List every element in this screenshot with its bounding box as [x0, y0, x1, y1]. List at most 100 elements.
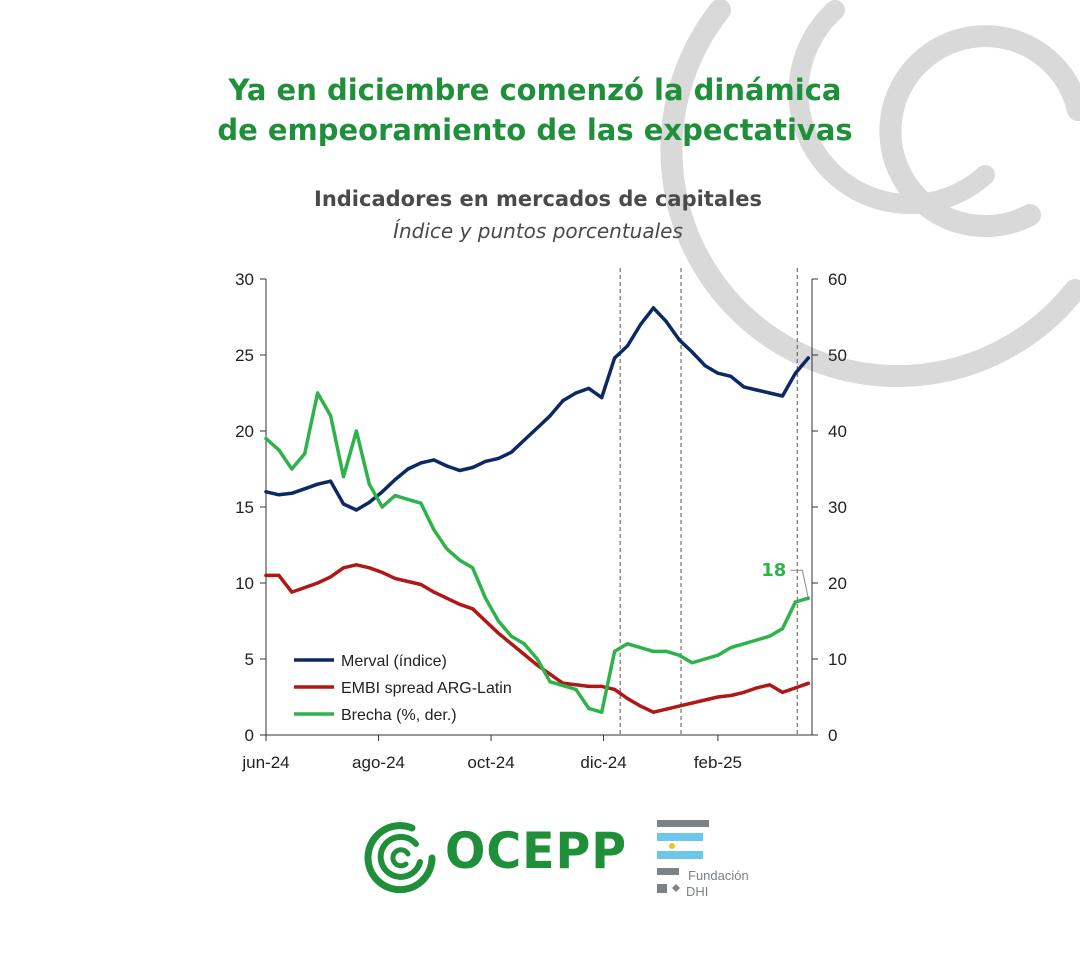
- y-tick-label-right: 50: [828, 346, 847, 365]
- data-point: [729, 646, 733, 650]
- chart-subtitle: Índice y puntos porcentuales: [393, 219, 683, 243]
- data-point: [432, 528, 436, 532]
- data-point: [690, 701, 694, 705]
- data-point: [406, 579, 410, 584]
- data-point: [806, 681, 810, 685]
- data-point: [264, 490, 268, 494]
- data-point: [496, 631, 500, 635]
- data-point: [445, 464, 449, 468]
- data-point: [509, 450, 513, 454]
- chart-title: Indicadores en mercados de capitales: [314, 187, 762, 211]
- data-point: [613, 687, 617, 692]
- data-point: [651, 710, 656, 714]
- data-point: [780, 690, 785, 695]
- data-point: [548, 672, 552, 676]
- y-tick-label-left: 10: [235, 574, 254, 593]
- data-point: [458, 468, 462, 473]
- data-point: [780, 394, 785, 398]
- data-point: [303, 452, 307, 456]
- series-line-left: [264, 306, 811, 512]
- data-point: [419, 461, 423, 465]
- data-point: [664, 649, 668, 654]
- data-point: [625, 696, 630, 701]
- data-point: [561, 684, 565, 688]
- y-tick-label-right: 30: [828, 498, 847, 517]
- x-tick-label: ago-24: [352, 753, 405, 772]
- data-point: [677, 704, 681, 708]
- data-point: [341, 475, 346, 479]
- data-point: [561, 399, 565, 403]
- data-point: [277, 493, 281, 497]
- x-tick-label: dic-24: [580, 753, 626, 772]
- data-point: [651, 306, 656, 310]
- data-point: [729, 374, 733, 378]
- data-point: [367, 482, 371, 486]
- data-point: [703, 698, 707, 702]
- x-tick-label: oct-24: [467, 753, 514, 772]
- data-point: [329, 414, 333, 418]
- headline-line-2: de empeoramiento de las expectativas: [217, 113, 853, 147]
- data-point: [638, 704, 643, 708]
- data-point: [768, 391, 772, 395]
- data-point: [303, 487, 307, 491]
- headline-line-1: Ya en diciembre comenzó la dinámica: [228, 73, 842, 107]
- data-point: [600, 396, 604, 400]
- data-point: [587, 706, 591, 711]
- data-point: [755, 638, 759, 642]
- data-point: [419, 582, 423, 587]
- data-point: [806, 356, 810, 360]
- y-tick-label-left: 0: [245, 726, 254, 745]
- data-point: [793, 371, 798, 375]
- data-point: [354, 508, 358, 512]
- annotation-label: 18: [761, 560, 786, 581]
- data-point: [406, 467, 410, 471]
- data-point: [432, 590, 436, 594]
- y-tick-label-left: 20: [235, 422, 254, 441]
- data-point: [341, 502, 346, 506]
- data-point: [522, 642, 526, 646]
- data-point: [277, 448, 281, 452]
- data-point: [432, 458, 436, 462]
- data-point: [587, 386, 591, 390]
- y-tick-label-right: 20: [828, 574, 847, 593]
- data-point: [316, 482, 320, 486]
- y-tick-label-left: 25: [235, 346, 254, 365]
- data-point: [677, 653, 681, 657]
- data-point: [716, 371, 720, 375]
- data-point: [625, 642, 630, 646]
- data-point: [393, 494, 397, 498]
- ocepp-wordmark: OCEPP: [445, 822, 628, 880]
- data-point: [664, 320, 668, 324]
- x-tick-label: feb-25: [694, 753, 742, 772]
- data-point: [780, 627, 785, 631]
- data-point: [742, 642, 746, 646]
- data-point: [264, 437, 268, 441]
- y-tick-label-left: 5: [245, 650, 254, 669]
- data-point: [716, 653, 720, 657]
- data-point: [768, 634, 772, 638]
- data-point: [380, 505, 384, 509]
- data-point: [354, 563, 358, 567]
- data-point: [264, 573, 268, 578]
- data-point: [316, 581, 320, 585]
- data-point: [393, 576, 397, 581]
- data-point: [483, 619, 488, 623]
- y-tick-label-right: 10: [828, 650, 847, 669]
- data-point: [729, 693, 733, 698]
- data-point: [638, 323, 643, 327]
- data-point: [703, 657, 707, 661]
- data-point: [483, 459, 488, 463]
- data-point: [768, 683, 772, 687]
- data-point: [755, 686, 759, 690]
- data-point: [690, 661, 694, 665]
- data-point: [703, 364, 707, 368]
- data-point: [625, 344, 630, 348]
- data-point: [522, 652, 526, 657]
- data-point: [574, 683, 578, 687]
- data-point: [600, 684, 604, 689]
- data-point: [548, 414, 552, 418]
- legend-label: Merval (índice): [341, 653, 447, 670]
- data-point: [367, 566, 371, 570]
- data-point: [793, 600, 798, 604]
